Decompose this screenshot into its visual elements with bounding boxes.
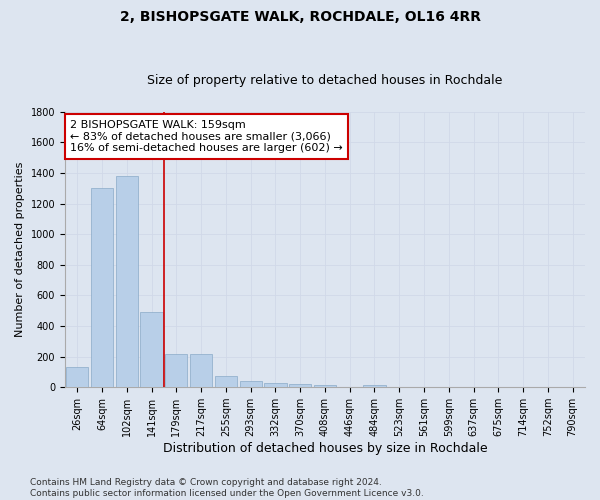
Bar: [215, 376, 237, 387]
Bar: [116, 176, 138, 387]
Bar: [364, 385, 386, 387]
Bar: [289, 384, 311, 387]
Bar: [190, 354, 212, 387]
Bar: [165, 354, 187, 387]
Bar: [140, 312, 163, 387]
Title: Size of property relative to detached houses in Rochdale: Size of property relative to detached ho…: [147, 74, 503, 87]
Bar: [314, 385, 336, 387]
Text: Contains HM Land Registry data © Crown copyright and database right 2024.
Contai: Contains HM Land Registry data © Crown c…: [30, 478, 424, 498]
X-axis label: Distribution of detached houses by size in Rochdale: Distribution of detached houses by size …: [163, 442, 487, 455]
Bar: [239, 381, 262, 387]
Y-axis label: Number of detached properties: Number of detached properties: [15, 162, 25, 337]
Text: 2, BISHOPSGATE WALK, ROCHDALE, OL16 4RR: 2, BISHOPSGATE WALK, ROCHDALE, OL16 4RR: [119, 10, 481, 24]
Bar: [91, 188, 113, 387]
Bar: [66, 368, 88, 387]
Text: 2 BISHOPSGATE WALK: 159sqm
← 83% of detached houses are smaller (3,066)
16% of s: 2 BISHOPSGATE WALK: 159sqm ← 83% of deta…: [70, 120, 343, 153]
Bar: [264, 384, 287, 387]
